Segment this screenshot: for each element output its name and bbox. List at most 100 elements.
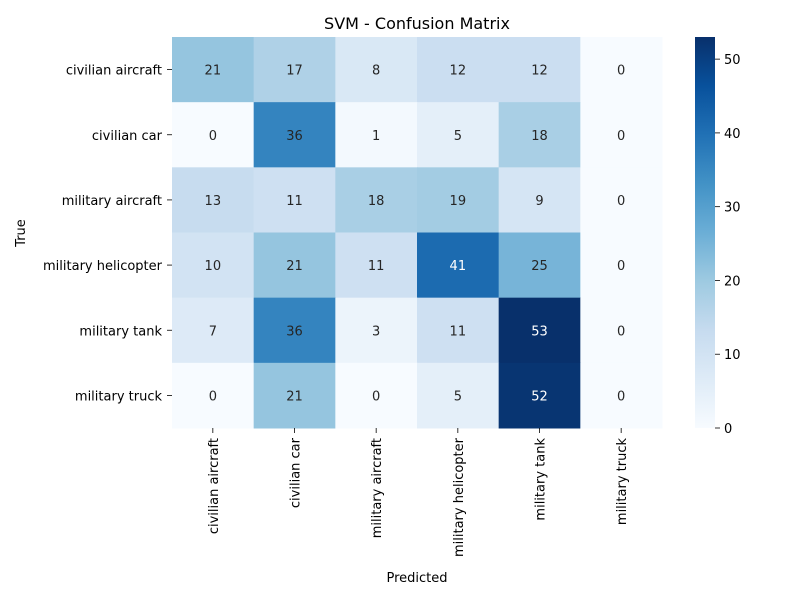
heatmap-cell-value: 8 [372,64,380,79]
heatmap-cell [253,362,336,429]
colorbar-gradient [695,37,715,428]
y-tick-label: military helicopter [43,259,163,274]
heatmap-cell [253,297,336,364]
heatmap-cell [172,167,255,233]
heatmap-cell-value: 9 [535,194,543,209]
heatmap-cell-value: 18 [531,129,548,144]
heatmap-cell [417,102,500,168]
x-tick-label: civilian car [289,437,304,508]
x-tick-label: military aircraft [370,438,385,538]
heatmap-cell-value: 11 [368,259,385,274]
heatmap-cell-value: 11 [286,194,303,209]
heatmap-cell [580,232,663,299]
colorbar-tick-label: 10 [724,348,741,363]
heatmap-cell [335,37,418,103]
heatmap-cell [172,37,255,103]
x-axis: civilian aircraft civilian car military ai… [207,428,630,557]
heatmap-cell [498,232,581,299]
heatmap-cell-value: 18 [368,194,385,209]
heatmap-cell-value: 0 [617,194,625,209]
heatmap-cell-value: 0 [617,389,625,404]
heatmap-cell [253,102,336,168]
colorbar-tick-label: 30 [724,201,741,216]
colorbar: 0 10 20 30 40 50 [695,37,741,437]
heatmap-cell [580,362,663,429]
heatmap-cell [417,362,500,429]
heatmap-cell-value: 1 [372,129,380,144]
heatmap-cell-value: 0 [617,129,625,144]
heatmap-cell [172,232,255,299]
y-axis: civilian aircraft civilian car military ai… [43,64,172,404]
heatmap-cell-value: 25 [531,259,548,274]
colorbar-tick-label: 40 [724,127,741,142]
heatmap-cell [253,167,336,233]
heatmap-cell-value: 11 [450,324,467,339]
heatmap-cell [580,102,663,168]
heatmap-cell-labels: 21 17 8 12 12 0 0 36 1 5 18 0 13 11 18 19 9 0 10 21 11 41 25 0 7… [205,64,626,405]
heatmap-cell-value: 0 [617,64,625,79]
heatmap-cell [335,362,418,429]
heatmap-cells [172,37,663,429]
heatmap-cell [417,167,500,233]
heatmap-cell-value: 0 [617,259,625,274]
heatmap-cell-value: 12 [450,64,467,79]
heatmap-cell-value: 19 [450,194,467,209]
colorbar-tick-label: 50 [724,53,741,68]
heatmap-cell [580,167,663,233]
heatmap-cell [172,362,255,429]
heatmap-cell-value: 3 [372,324,380,339]
heatmap-cell [417,232,500,299]
heatmap-cell [172,297,255,364]
x-axis-title: Predicted [386,571,447,586]
heatmap-cell-value: 36 [286,324,303,339]
y-tick-label: military truck [75,389,163,404]
x-tick-label: military tank [534,438,549,521]
heatmap-cell-value: 5 [454,389,462,404]
heatmap-cell [335,232,418,299]
heatmap-cell [335,297,418,364]
heatmap-cell-value: 17 [286,64,303,79]
heatmap-cell [498,37,581,103]
heatmap-cell-value: 13 [205,194,222,209]
heatmap-cell [253,37,336,103]
heatmap-cell-value: 21 [286,389,303,404]
y-tick-label: civilian aircraft [66,64,162,79]
x-tick-label: military truck [615,438,630,526]
chart-title: SVM - Confusion Matrix [324,14,510,33]
y-tick-label: military tank [79,324,162,339]
heatmap-cell-value: 5 [454,129,462,144]
heatmap-cell-value: 36 [286,129,303,144]
heatmap-cell-value: 0 [617,324,625,339]
heatmap-cell-value: 21 [286,259,303,274]
heatmap-cell-value: 41 [450,259,467,274]
heatmap-cell [498,297,581,364]
heatmap-cell-value: 52 [531,389,548,404]
heatmap-cell [498,362,581,429]
heatmap-cell [417,37,500,103]
heatmap-cell-value: 0 [372,389,380,404]
y-axis-title: True [14,219,29,248]
heatmap-cell [253,232,336,299]
heatmap-cell [580,297,663,364]
heatmap-cell-value: 12 [531,64,548,79]
heatmap-cell [335,167,418,233]
colorbar-tick-label: 20 [724,274,741,289]
heatmap-cell [417,297,500,364]
heatmap-cell [498,167,581,233]
heatmap-cell-value: 7 [209,324,217,339]
colorbar-tick-label: 0 [724,422,732,437]
heatmap-cell-value: 21 [205,64,222,79]
heatmap-cell-value: 0 [209,389,217,404]
heatmap-cell-value: 10 [205,259,222,274]
heatmap-cell [498,102,581,168]
x-tick-label: military helicopter [452,437,467,557]
heatmap-cell [172,102,255,168]
heatmap-cell-value: 53 [531,324,548,339]
x-tick-label: civilian aircraft [207,438,222,534]
y-tick-label: military aircraft [62,194,162,209]
y-tick-label: civilian car [92,129,163,144]
heatmap-cell-value: 0 [209,129,217,144]
heatmap-cell [335,102,418,168]
